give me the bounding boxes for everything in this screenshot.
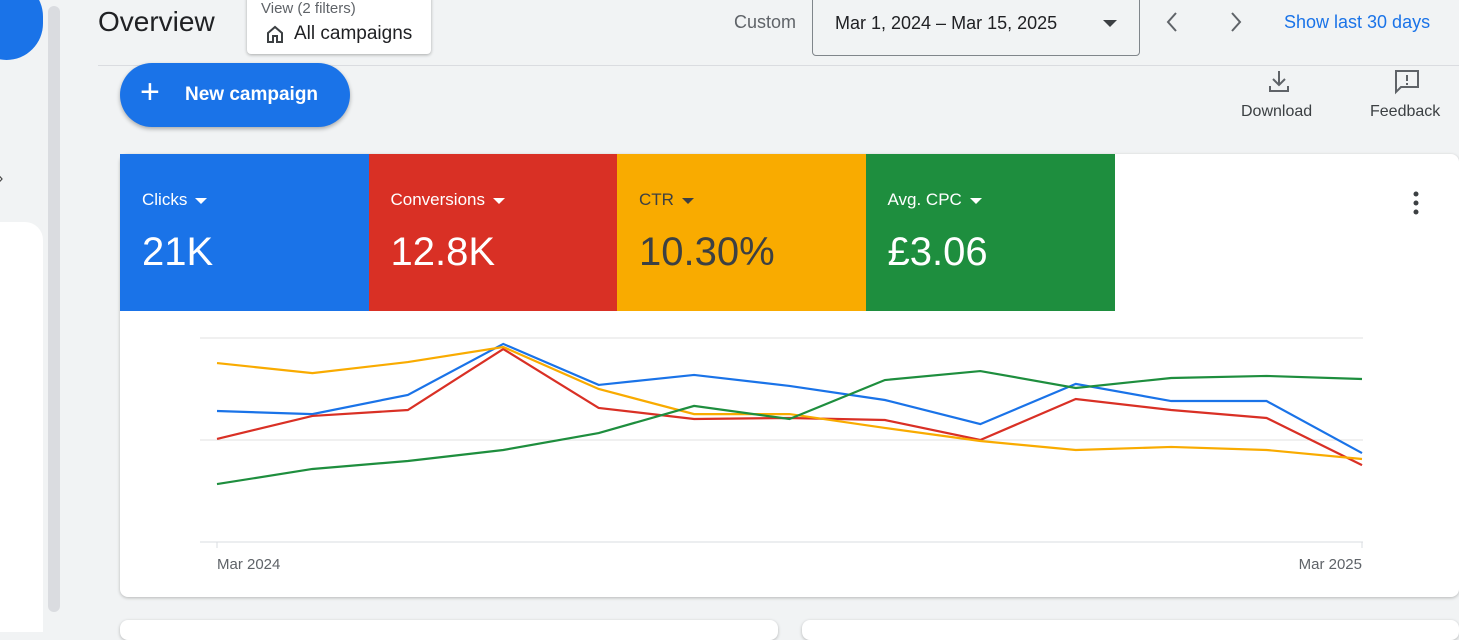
dropdown-arrow: [969, 197, 982, 204]
metric-total: £3.06: [887, 230, 988, 274]
series-line: [216, 345, 1363, 461]
metric-name: CTR: [639, 190, 694, 210]
metric-name: Avg. CPC: [888, 190, 982, 210]
dropdown-arrow: [681, 197, 694, 204]
button-label: New campaign: [185, 84, 319, 105]
dropdown-arrow: [493, 197, 505, 204]
legend-label: Clicks: [142, 190, 188, 209]
dropdown-arrow: [1103, 20, 1117, 27]
feedback-icon[interactable]: [1393, 68, 1421, 96]
feedback-label[interactable]: Feedback: [1370, 103, 1441, 120]
divider: [98, 65, 1459, 66]
metric-total: 10.30%: [639, 230, 775, 274]
home-icon: [267, 25, 283, 43]
view-value: All campaigns: [294, 23, 413, 44]
show-last-link[interactable]: Show last 30 days: [1284, 12, 1431, 32]
download-label[interactable]: Download: [1241, 103, 1313, 120]
new-campaign-button[interactable]: + New campaign: [120, 63, 350, 127]
plus-icon: +: [140, 73, 160, 111]
scrollbar[interactable]: [48, 6, 60, 612]
date-nav[interactable]: [1160, 8, 1250, 38]
date-range: Mar 1, 2024 – Mar 15, 2025: [835, 13, 1058, 33]
x-tick-label: Mar 2024: [217, 556, 280, 573]
card: [120, 620, 778, 640]
metric-tile[interactable]: Avg. CPC £3.06: [865, 154, 1115, 311]
download-icon[interactable]: [1266, 68, 1292, 94]
metric-tile[interactable]: CTR 10.30%: [617, 154, 866, 311]
metric-tile[interactable]: Conversions 12.8K: [368, 154, 618, 311]
view-label: View (2 filters): [261, 0, 356, 17]
date-picker[interactable]: Mar 1, 2024 – Mar 15, 2025: [812, 0, 1140, 56]
series-line: [216, 342, 1363, 455]
series-line: [216, 369, 1363, 486]
range-type: Custom: [734, 12, 797, 32]
dropdown-arrow: [195, 197, 208, 204]
legend-label: Avg. CPC: [887, 190, 962, 209]
metric-total: 21K: [142, 230, 214, 274]
metric-name: Conversions: [390, 190, 505, 210]
more-menu[interactable]: [1406, 190, 1426, 218]
legend-label: CTR: [639, 190, 674, 209]
legend-label: Conversions: [390, 190, 486, 209]
card: [802, 620, 1459, 640]
metric-name: Clicks: [142, 190, 208, 210]
nav-panel: [0, 222, 43, 632]
metric-total: 12.8K: [390, 230, 496, 274]
view-selector[interactable]: View (2 filters) All campaigns: [247, 0, 431, 54]
page-title: Overview: [98, 6, 215, 37]
nav-chevron[interactable]: ›: [0, 170, 3, 188]
metric-tile[interactable]: Clicks 21K: [120, 154, 369, 311]
x-tick-label: Mar 2025: [1299, 556, 1362, 573]
